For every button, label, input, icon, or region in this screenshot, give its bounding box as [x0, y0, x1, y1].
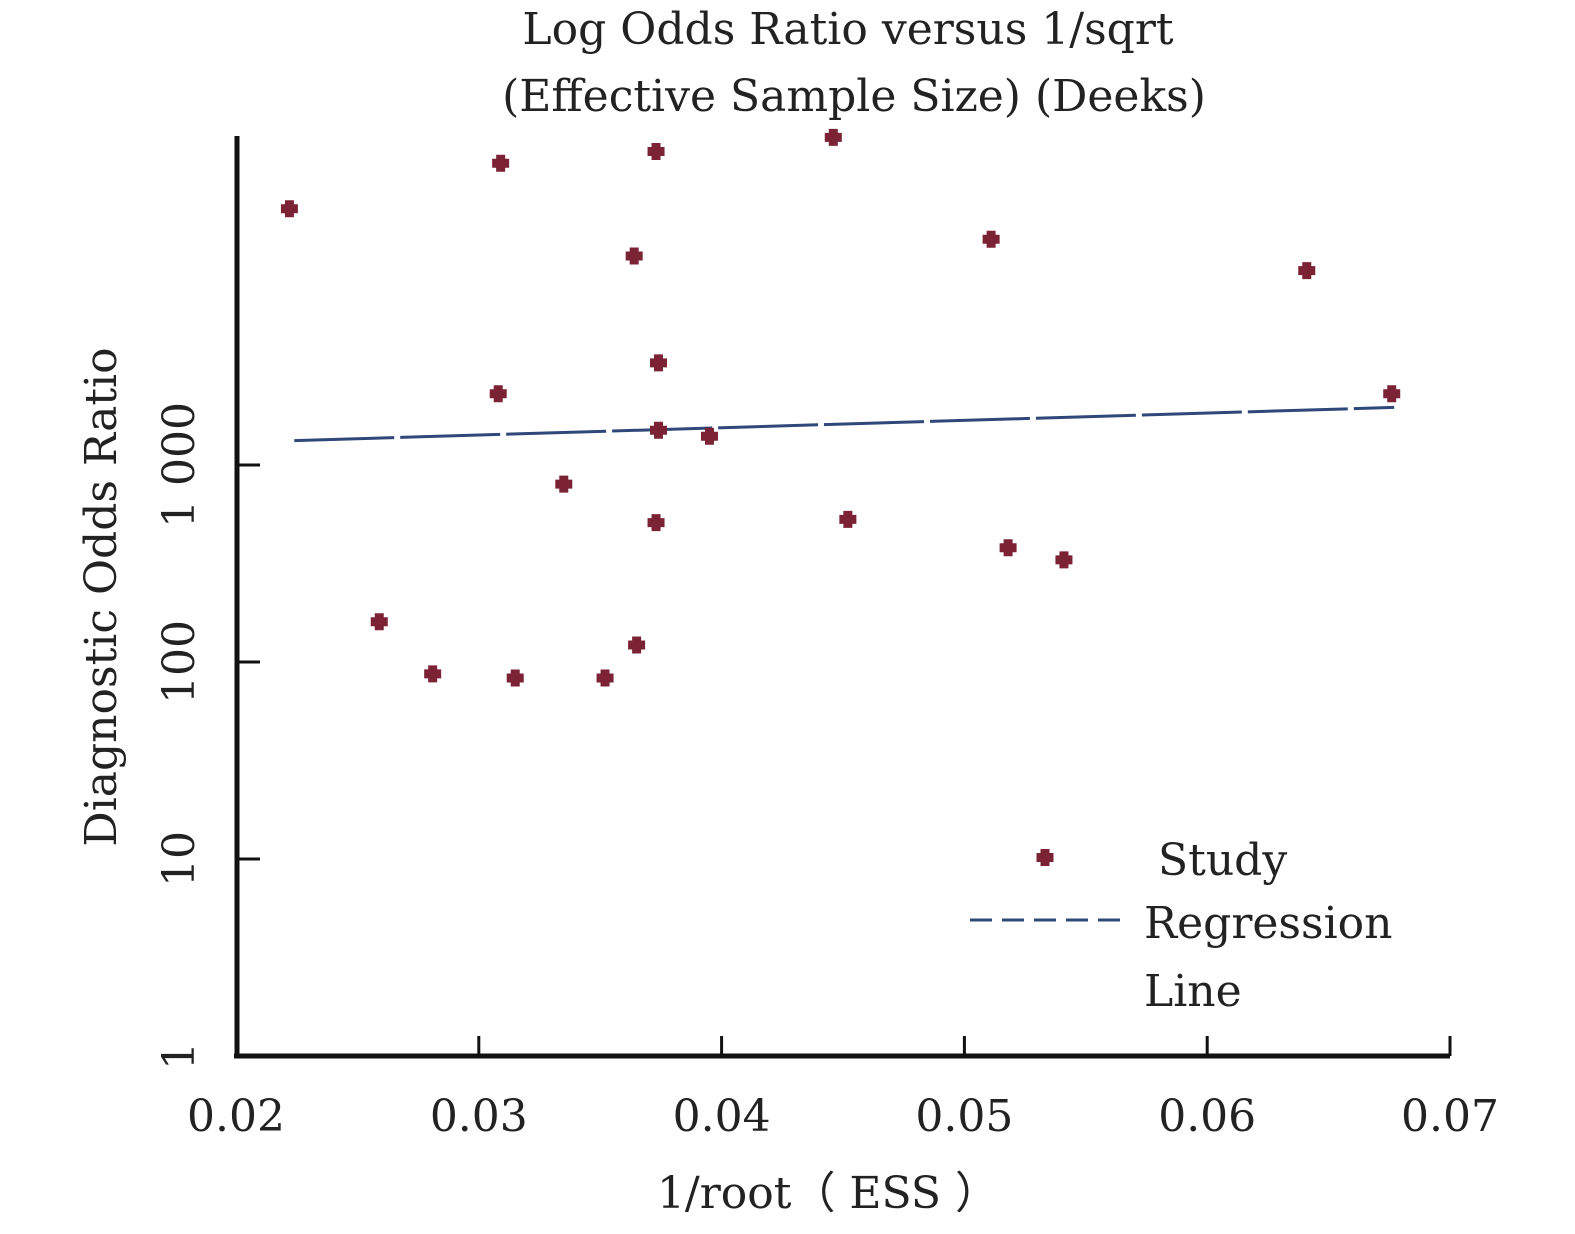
study-point	[647, 514, 665, 532]
x-tick-label: 0.05	[915, 1091, 1013, 1142]
study-point	[489, 385, 507, 403]
x-tick-label: 0.02	[187, 1091, 285, 1142]
study-point	[1055, 551, 1073, 569]
study-point	[492, 154, 510, 172]
chart-title-line-1: Log Odds Ratio versus 1/sqrt	[522, 4, 1173, 55]
study-point	[700, 427, 718, 445]
y-tick-label: 1	[154, 1042, 205, 1070]
study-point	[1298, 262, 1316, 280]
x-tick-label: 0.07	[1401, 1091, 1499, 1142]
study-point	[982, 230, 1000, 248]
study-point	[555, 475, 573, 493]
study-point	[370, 613, 388, 631]
study-point	[999, 539, 1017, 557]
regression-line-group	[294, 405, 1395, 443]
study-point	[596, 669, 614, 687]
study-point	[280, 200, 298, 218]
study-point	[625, 247, 643, 265]
study-point	[506, 669, 524, 687]
y-tick-label: 100	[154, 620, 205, 704]
y-ticks: 1 10 100 1 000	[154, 402, 260, 1070]
study-point	[649, 421, 667, 439]
legend-study-marker	[1036, 849, 1054, 866]
x-tick-label: 0.03	[430, 1091, 528, 1142]
y-tick-label: 1 000	[154, 402, 205, 528]
legend-line-label: Line	[1144, 966, 1242, 1017]
study-point	[647, 143, 665, 161]
chart-title-line-2: (Effective Sample Size) (Deeks)	[502, 71, 1206, 122]
y-axis-label: Diagnostic Odds Ratio	[76, 347, 127, 846]
study-point	[649, 354, 667, 372]
y-tick-label: 10	[154, 831, 205, 887]
x-tick-label: 0.04	[673, 1091, 771, 1142]
legend: Study Regression Line	[970, 835, 1392, 1017]
study-point	[1383, 385, 1401, 403]
legend-study-label: Study	[1158, 835, 1287, 886]
x-ticks: 0.02 0.03 0.04 0.05 0.06 0.07	[187, 1036, 1499, 1142]
x-axis-label: 1/root（ ESS ）	[657, 1168, 999, 1219]
study-point	[424, 665, 442, 683]
x-tick-label: 0.06	[1158, 1091, 1256, 1142]
regression-line	[294, 405, 1395, 443]
study-point	[839, 510, 857, 528]
study-points	[280, 128, 1401, 687]
study-point	[628, 636, 646, 654]
study-point	[824, 128, 842, 146]
legend-regression-label: Regression	[1144, 898, 1392, 949]
